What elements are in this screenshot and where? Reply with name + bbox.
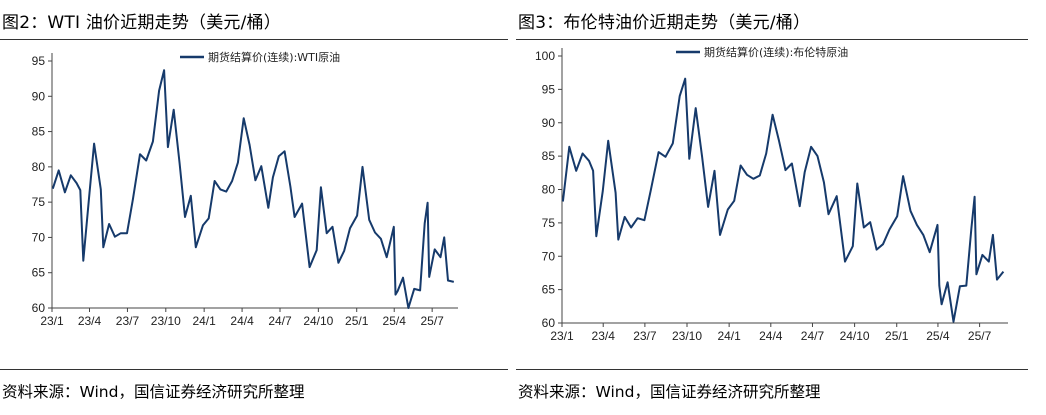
x-tick-label: 24/4 <box>759 329 783 343</box>
x-tick-label: 23/7 <box>116 314 140 328</box>
x-tick-label: 24/1 <box>192 314 216 328</box>
legend-label: 期货结算价(连续):布伦特原油 <box>704 45 848 59</box>
y-tick-label: 65 <box>32 266 46 280</box>
x-tick-label: 25/4 <box>383 314 407 328</box>
x-tick-label: 24/1 <box>717 329 741 343</box>
x-tick-label: 25/7 <box>968 329 992 343</box>
x-tick-label: 24/4 <box>230 314 254 328</box>
x-tick-label: 23/10 <box>151 314 181 328</box>
x-tick-label: 23/1 <box>40 314 64 328</box>
brent-line-chart: 60 65 70 75 80 85 90 95 100 23/1 23/4 23/7 23/10 24/1… <box>535 45 1008 343</box>
x-tick-label: 23/1 <box>550 329 574 343</box>
y-tick-label: 70 <box>542 249 556 263</box>
y-tick-label: 60 <box>32 301 46 315</box>
x-tick-label: 24/10 <box>303 314 333 328</box>
brent-panel: 图3：布伦特油价近期走势（美元/桶） 60 65 70 75 80 85 90 95 100 23… <box>516 0 1028 415</box>
title-divider <box>0 39 508 40</box>
y-tick-label: 95 <box>542 82 556 96</box>
y-tick-label: 85 <box>32 125 46 139</box>
x-tick-label: 25/1 <box>885 329 909 343</box>
x-tick-label: 24/7 <box>268 314 292 328</box>
source-divider <box>516 369 1028 370</box>
x-tick-label: 25/4 <box>926 329 950 343</box>
chart-title: 图3：布伦特油价近期走势（美元/桶） <box>518 13 811 33</box>
title-divider <box>516 39 1028 40</box>
series-line <box>561 77 1005 323</box>
y-tick-label: 90 <box>542 116 556 130</box>
x-tick-label: 25/1 <box>345 314 369 328</box>
y-tick-label: 85 <box>542 149 556 163</box>
source-note: 资料来源：Wind，国信证券经济研究所整理 <box>2 383 305 401</box>
y-tick-label: 90 <box>32 89 46 103</box>
y-tick-label: 75 <box>32 195 46 209</box>
source-divider <box>0 369 508 370</box>
x-tick-label: 23/7 <box>633 329 657 343</box>
x-tick-label: 25/7 <box>420 314 444 328</box>
series-line <box>51 69 455 309</box>
y-tick-label: 80 <box>542 183 556 197</box>
y-tick-label: 95 <box>32 54 46 68</box>
source-note: 资料来源：Wind，国信证券经济研究所整理 <box>518 383 821 401</box>
chart-title: 图2：WTI 油价近期走势（美元/桶） <box>2 13 281 33</box>
x-tick-label: 23/4 <box>592 329 616 343</box>
legend-label: 期货结算价(连续):WTI原油 <box>208 50 340 64</box>
x-tick-label: 24/10 <box>840 329 870 343</box>
wti-line-chart: 60 65 70 75 80 85 90 95 23/1 23/4 23/7 23/10 24/1 24/… <box>32 50 458 328</box>
x-tick-label: 23/4 <box>78 314 102 328</box>
y-tick-label: 80 <box>32 160 46 174</box>
x-tick-label: 24/7 <box>801 329 825 343</box>
y-tick-label: 70 <box>32 230 46 244</box>
wti-panel: 图2：WTI 油价近期走势（美元/桶） 60 65 70 75 80 85 90 95 23/1… <box>0 0 508 415</box>
y-tick-label: 60 <box>542 316 556 330</box>
y-tick-label: 100 <box>535 49 555 63</box>
x-tick-label: 23/10 <box>672 329 702 343</box>
y-tick-label: 65 <box>542 283 556 297</box>
y-tick-label: 75 <box>542 216 556 230</box>
